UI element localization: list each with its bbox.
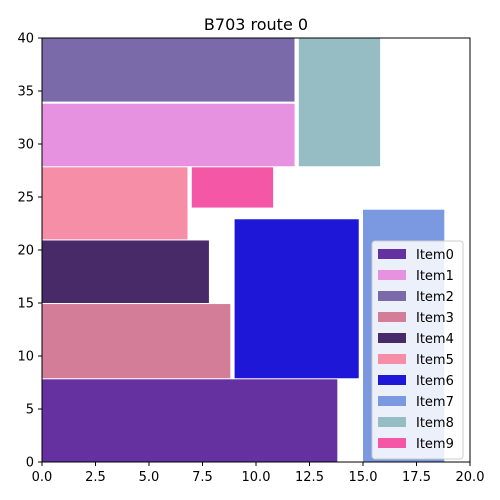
legend: Item0 Item1 Item2 Item3 Item4 Item5 Item6 Item7… <box>371 240 464 460</box>
legend-label-item7: Item7 <box>416 395 454 410</box>
legend-swatch-item3 <box>378 312 406 322</box>
legend-swatch-item8 <box>378 417 406 427</box>
legend-swatch-item2 <box>378 291 406 301</box>
y-tick-label: 30 <box>17 138 34 153</box>
y-tick-label: 0 <box>26 456 34 471</box>
legend-label-item6: Item6 <box>416 374 454 389</box>
x-tick-label: 17.5 <box>402 470 431 485</box>
x-tick-label: 12.5 <box>295 470 324 485</box>
legend-label-item9: Item9 <box>416 437 454 452</box>
legend-label-item8: Item8 <box>416 416 454 431</box>
item-rect-item1 <box>42 103 295 167</box>
item-rect-item5 <box>42 167 188 240</box>
item-rect-item6 <box>234 219 359 379</box>
legend-label-item2: Item2 <box>416 290 454 305</box>
legend-swatch-item7 <box>378 396 406 406</box>
legend-swatch-item5 <box>378 354 406 364</box>
item-rect-item3 <box>42 304 231 379</box>
legend-label-item0: Item0 <box>416 248 454 263</box>
x-tick-label: 15.0 <box>349 470 378 485</box>
y-tick-label: 15 <box>17 297 34 312</box>
legend-label-item3: Item3 <box>416 311 454 326</box>
y-tick-label: 40 <box>17 32 34 47</box>
y-axis: 0 5 10 15 20 25 30 35 40 <box>17 32 42 471</box>
x-axis: 0.0 2.5 5.0 7.5 10.0 12.5 15.0 17.5 20.0 <box>32 462 485 485</box>
item-rect-item4 <box>42 240 209 303</box>
y-tick-label: 5 <box>26 403 34 418</box>
legend-swatch-item6 <box>378 375 406 385</box>
legend-swatch-item0 <box>378 249 406 259</box>
y-tick-label: 35 <box>17 85 34 100</box>
legend-label-item1: Item1 <box>416 269 454 284</box>
x-tick-label: 7.5 <box>192 470 213 485</box>
legend-label-item4: Item4 <box>416 332 454 347</box>
legend-swatch-item1 <box>378 270 406 280</box>
x-tick-label: 20.0 <box>456 470 485 485</box>
x-tick-label: 2.5 <box>85 470 106 485</box>
y-tick-label: 10 <box>17 350 34 365</box>
legend-swatch-item9 <box>378 438 406 448</box>
legend-swatch-item4 <box>378 333 406 343</box>
item-rect-item8 <box>298 38 381 167</box>
item-rect-item9 <box>191 167 274 208</box>
x-tick-label: 0.0 <box>32 470 53 485</box>
x-tick-label: 10.0 <box>242 470 271 485</box>
chart-title: B703 route 0 <box>204 15 308 34</box>
legend-label-item5: Item5 <box>416 353 454 368</box>
x-tick-label: 5.0 <box>139 470 160 485</box>
item-rect-item0 <box>42 379 338 462</box>
item-rect-item2 <box>42 38 295 102</box>
y-tick-label: 20 <box>17 244 34 259</box>
y-tick-label: 25 <box>17 191 34 206</box>
